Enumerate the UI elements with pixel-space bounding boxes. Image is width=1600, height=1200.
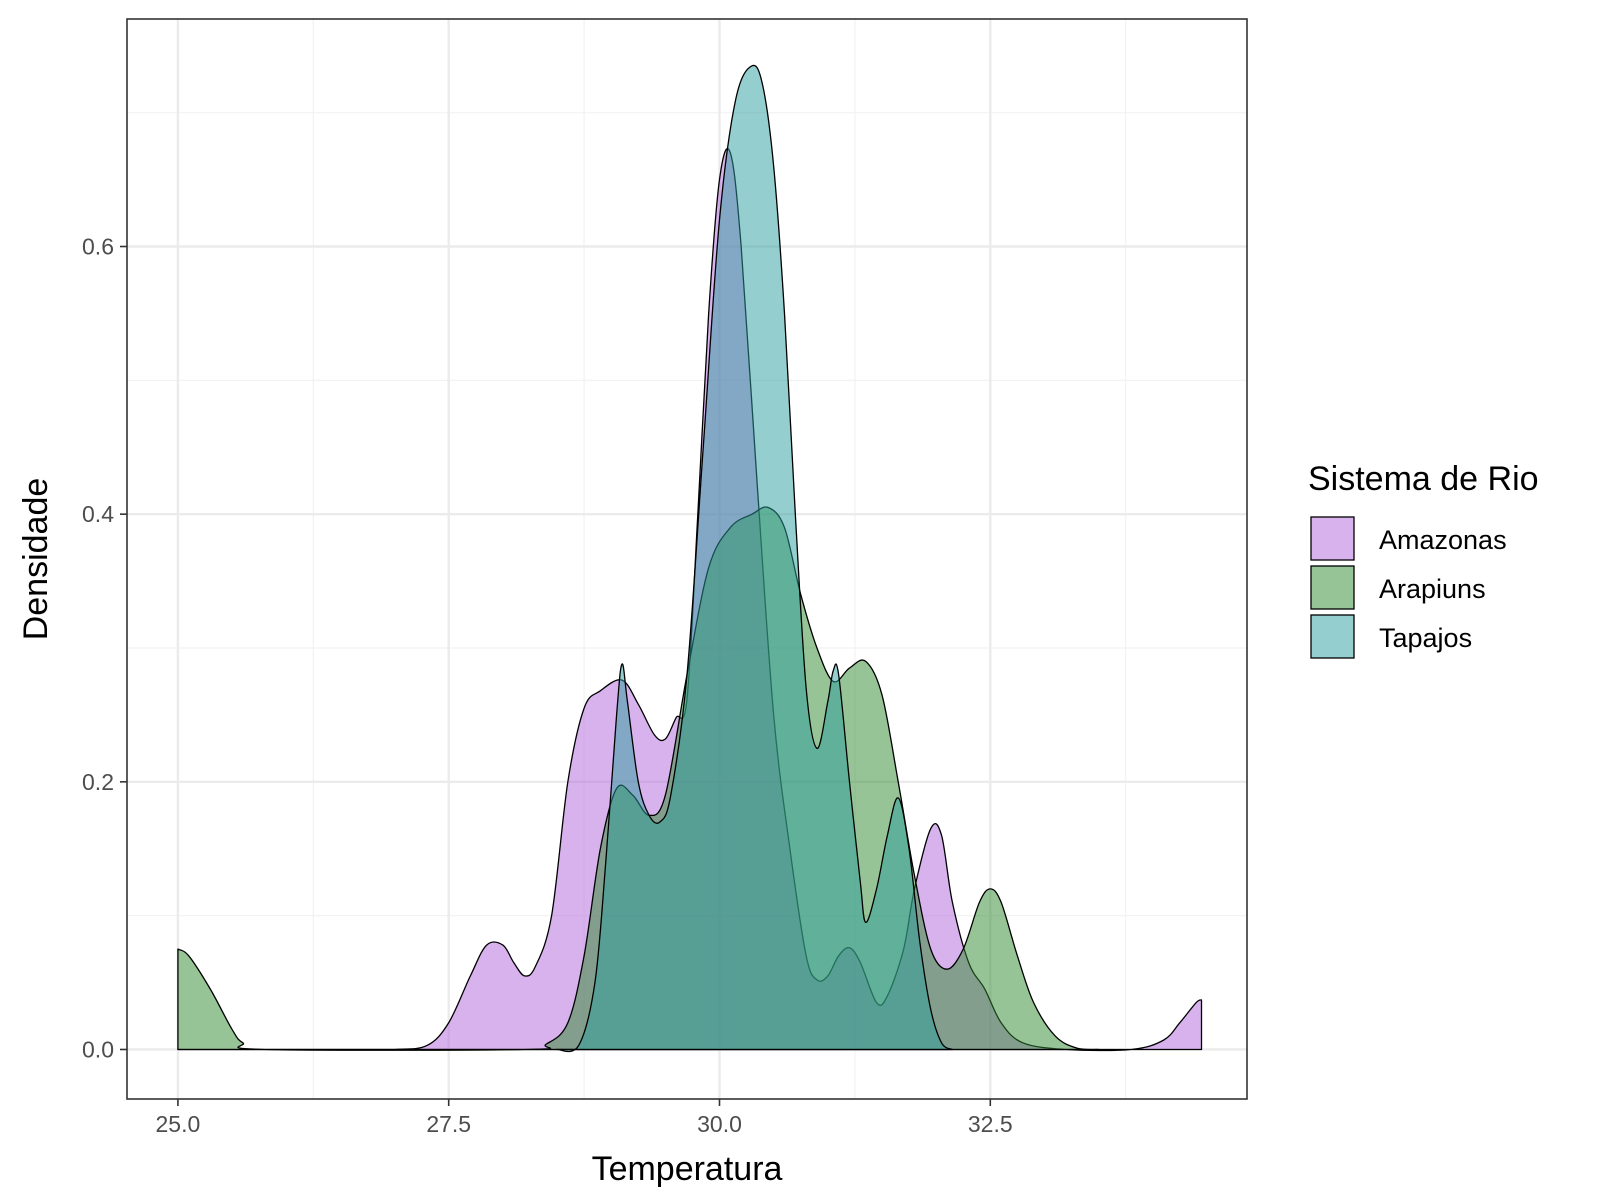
y-tick-label: 0.6 xyxy=(82,234,114,260)
legend-title: Sistema de Rio xyxy=(1308,460,1539,498)
minor-gridlines xyxy=(127,19,1247,1099)
legend-item-tapajos: Tapajos xyxy=(1310,614,1472,659)
legend: Sistema de Rio Amazonas Arapiuns Tapajos xyxy=(1308,460,1539,659)
legend-swatch-tapajos xyxy=(1310,614,1355,659)
y-axis-ticks: 0.0 0.2 0.4 0.6 xyxy=(82,234,127,1062)
legend-item-arapiuns: Arapiuns xyxy=(1310,565,1486,610)
x-axis-title: Temperatura xyxy=(592,1150,783,1188)
legend-label-arapiuns: Arapiuns xyxy=(1379,574,1486,604)
legend-swatch-arapiuns xyxy=(1310,565,1355,610)
legend-swatch-amazonas xyxy=(1310,516,1355,561)
x-axis-ticks: 25.0 27.5 30.0 32.5 xyxy=(156,1099,1013,1137)
y-axis-title: Densidade xyxy=(17,478,55,641)
density-areas xyxy=(177,64,1203,1053)
x-tick-label: 30.0 xyxy=(697,1111,742,1137)
x-tick-label: 25.0 xyxy=(156,1111,201,1137)
density-area-tapajos xyxy=(556,64,954,1053)
legend-label-tapajos: Tapajos xyxy=(1379,623,1472,653)
x-tick-label: 32.5 xyxy=(968,1111,1013,1137)
plot-panel-border xyxy=(126,18,1248,1100)
y-tick-label: 0.4 xyxy=(82,501,114,527)
y-tick-label: 0.0 xyxy=(82,1036,114,1062)
y-tick-label: 0.2 xyxy=(82,769,114,795)
x-tick-label: 27.5 xyxy=(426,1111,471,1137)
legend-item-amazonas: Amazonas xyxy=(1310,516,1507,561)
legend-label-amazonas: Amazonas xyxy=(1379,525,1507,555)
